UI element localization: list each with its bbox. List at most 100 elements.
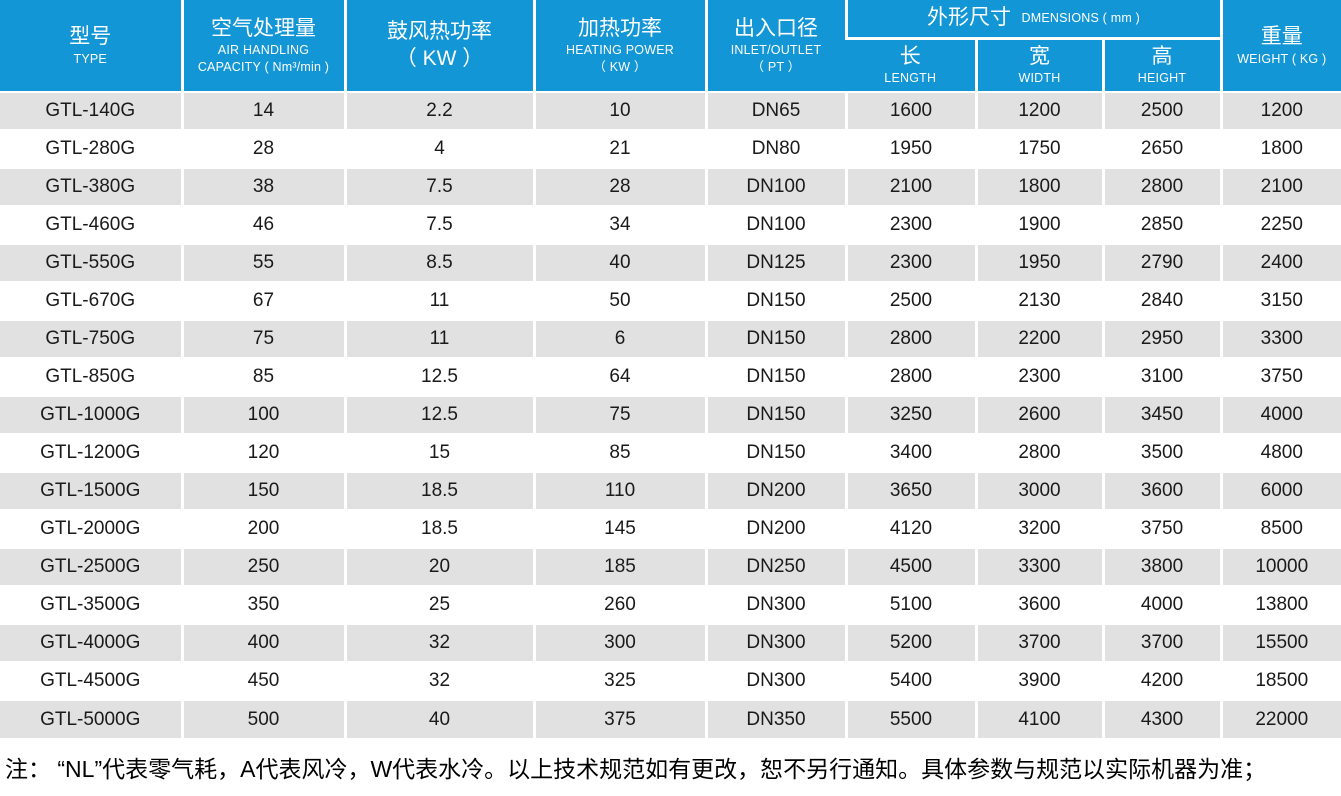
cell-width: 1900 [974,205,1103,244]
cell-length: 4500 [844,547,976,586]
cell-capacity: 250 [180,547,345,586]
cell-heating-power: 64 [532,357,706,396]
table-row: GTL-1200G 120 15 85 DN150 3400 2800 3500… [0,433,1341,472]
cell-weight: 1200 [1219,91,1341,130]
cell-blast-power: 2.2 [343,91,534,130]
cell-inlet-outlet: DN150 [704,433,846,472]
header-inlet-outlet-zh: 出入口径 [734,17,818,41]
cell-heating-power: 21 [532,129,706,168]
cell-capacity: 120 [180,433,345,472]
cell-weight: 1800 [1219,129,1341,168]
footnote: 注： “NL”代表零气耗，A代表风冷，W代表水冷。以上技术规范如有更改，恕不另行… [0,738,1341,796]
cell-inlet-outlet: DN300 [704,585,846,624]
cell-capacity: 75 [180,319,345,358]
header-width-en: WIDTH [1018,71,1061,86]
header-inlet-outlet-en2: （ PT ） [751,59,801,74]
cell-weight: 2250 [1219,205,1341,244]
cell-weight: 4800 [1219,433,1341,472]
cell-length: 2500 [844,281,976,320]
cell-blast-power: 12.5 [343,395,534,434]
header-dimensions-group: 外形尺寸 DMENSIONS ( mm ) [844,0,1222,38]
cell-model: GTL-750G [0,319,182,358]
header-length-zh: 长 [899,45,921,68]
table-body: GTL-140G 14 2.2 10 DN65 1600 1200 2500 1… [0,91,1341,738]
cell-weight: 4000 [1219,395,1341,434]
cell-height: 2840 [1101,281,1222,320]
cell-heating-power: 28 [532,167,706,206]
cell-blast-power: 15 [343,433,534,472]
cell-heating-power: 40 [532,243,706,282]
cell-length: 3650 [844,471,976,510]
cell-length: 2100 [844,167,976,206]
header-type-en: TYPE [73,51,107,66]
cell-blast-power: 20 [343,547,534,586]
cell-inlet-outlet: DN65 [704,91,846,130]
cell-model: GTL-2500G [0,547,182,586]
cell-inlet-outlet: DN300 [704,661,846,700]
cell-length: 5200 [844,623,976,662]
cell-blast-power: 25 [343,585,534,624]
cell-inlet-outlet: DN80 [704,129,846,168]
cell-heating-power: 110 [532,471,706,510]
cell-height: 3450 [1101,395,1222,434]
cell-inlet-outlet: DN125 [704,243,846,282]
cell-heating-power: 10 [532,91,706,130]
cell-weight: 10000 [1219,547,1341,586]
header-inlet-outlet-en1: INLET/OUTLET [730,43,822,58]
cell-model: GTL-3500G [0,585,182,624]
cell-weight: 22000 [1219,699,1341,738]
header-capacity-zh: 空气处理量 [211,17,316,41]
header-weight: 重量 WEIGHT ( KG ) [1219,0,1341,92]
cell-inlet-outlet: DN150 [704,281,846,320]
cell-blast-power: 18.5 [343,509,534,548]
cell-weight: 18500 [1219,661,1341,700]
header-capacity: 空气处理量 AIR HANDLING CAPACITY ( Nm³/min ) [180,0,345,92]
cell-weight: 13800 [1219,585,1341,624]
cell-model: GTL-5000G [0,699,182,738]
cell-weight: 2400 [1219,243,1341,282]
cell-model: GTL-140G [0,91,182,130]
cell-width: 2200 [974,319,1103,358]
header-width: 宽 WIDTH [974,36,1103,92]
header-weight-zh: 重量 [1260,25,1303,49]
cell-capacity: 46 [180,205,345,244]
cell-blast-power: 40 [343,699,534,738]
header-dimensions-en: DMENSIONS ( mm ) [1021,11,1140,26]
cell-inlet-outlet: DN300 [704,623,846,662]
cell-length: 5400 [844,661,976,700]
cell-weight: 3300 [1219,319,1341,358]
header-blast-power: 鼓风热功率 （ KW ） [343,0,534,92]
table-row: GTL-3500G 350 25 260 DN300 5100 3600 400… [0,585,1341,624]
cell-inlet-outlet: DN200 [704,471,846,510]
cell-length: 4120 [844,509,976,548]
header-capacity-en1: AIR HANDLING [217,43,310,58]
cell-height: 2850 [1101,205,1222,244]
cell-height: 4200 [1101,661,1222,700]
cell-height: 3500 [1101,433,1222,472]
cell-model: GTL-2000G [0,509,182,548]
cell-length: 3400 [844,433,976,472]
cell-weight: 2100 [1219,167,1341,206]
cell-heating-power: 145 [532,509,706,548]
header-height-en: HEIGHT [1137,71,1187,86]
cell-weight: 6000 [1219,471,1341,510]
cell-weight: 8500 [1219,509,1341,548]
header-heating-power-en2: （ KW ） [593,59,647,74]
cell-length: 2800 [844,319,976,358]
cell-model: GTL-1200G [0,433,182,472]
table-row: GTL-280G 28 4 21 DN80 1950 1750 2650 180… [0,129,1341,168]
cell-blast-power: 11 [343,281,534,320]
cell-length: 2800 [844,357,976,396]
cell-capacity: 14 [180,91,345,130]
cell-length: 1600 [844,91,976,130]
cell-weight: 3150 [1219,281,1341,320]
cell-model: GTL-4500G [0,661,182,700]
header-row-top: 型号 TYPE 空气处理量 AIR HANDLING CAPACITY ( Nm… [0,0,1341,92]
header-width-zh: 宽 [1029,45,1050,68]
cell-blast-power: 11 [343,319,534,358]
cell-blast-power: 8.5 [343,243,534,282]
table-row: GTL-550G 55 8.5 40 DN125 2300 1950 2790 … [0,243,1341,282]
header-length: 长 LENGTH [846,36,976,92]
header-type: 型号 TYPE [0,0,182,92]
cell-width: 3900 [974,661,1103,700]
